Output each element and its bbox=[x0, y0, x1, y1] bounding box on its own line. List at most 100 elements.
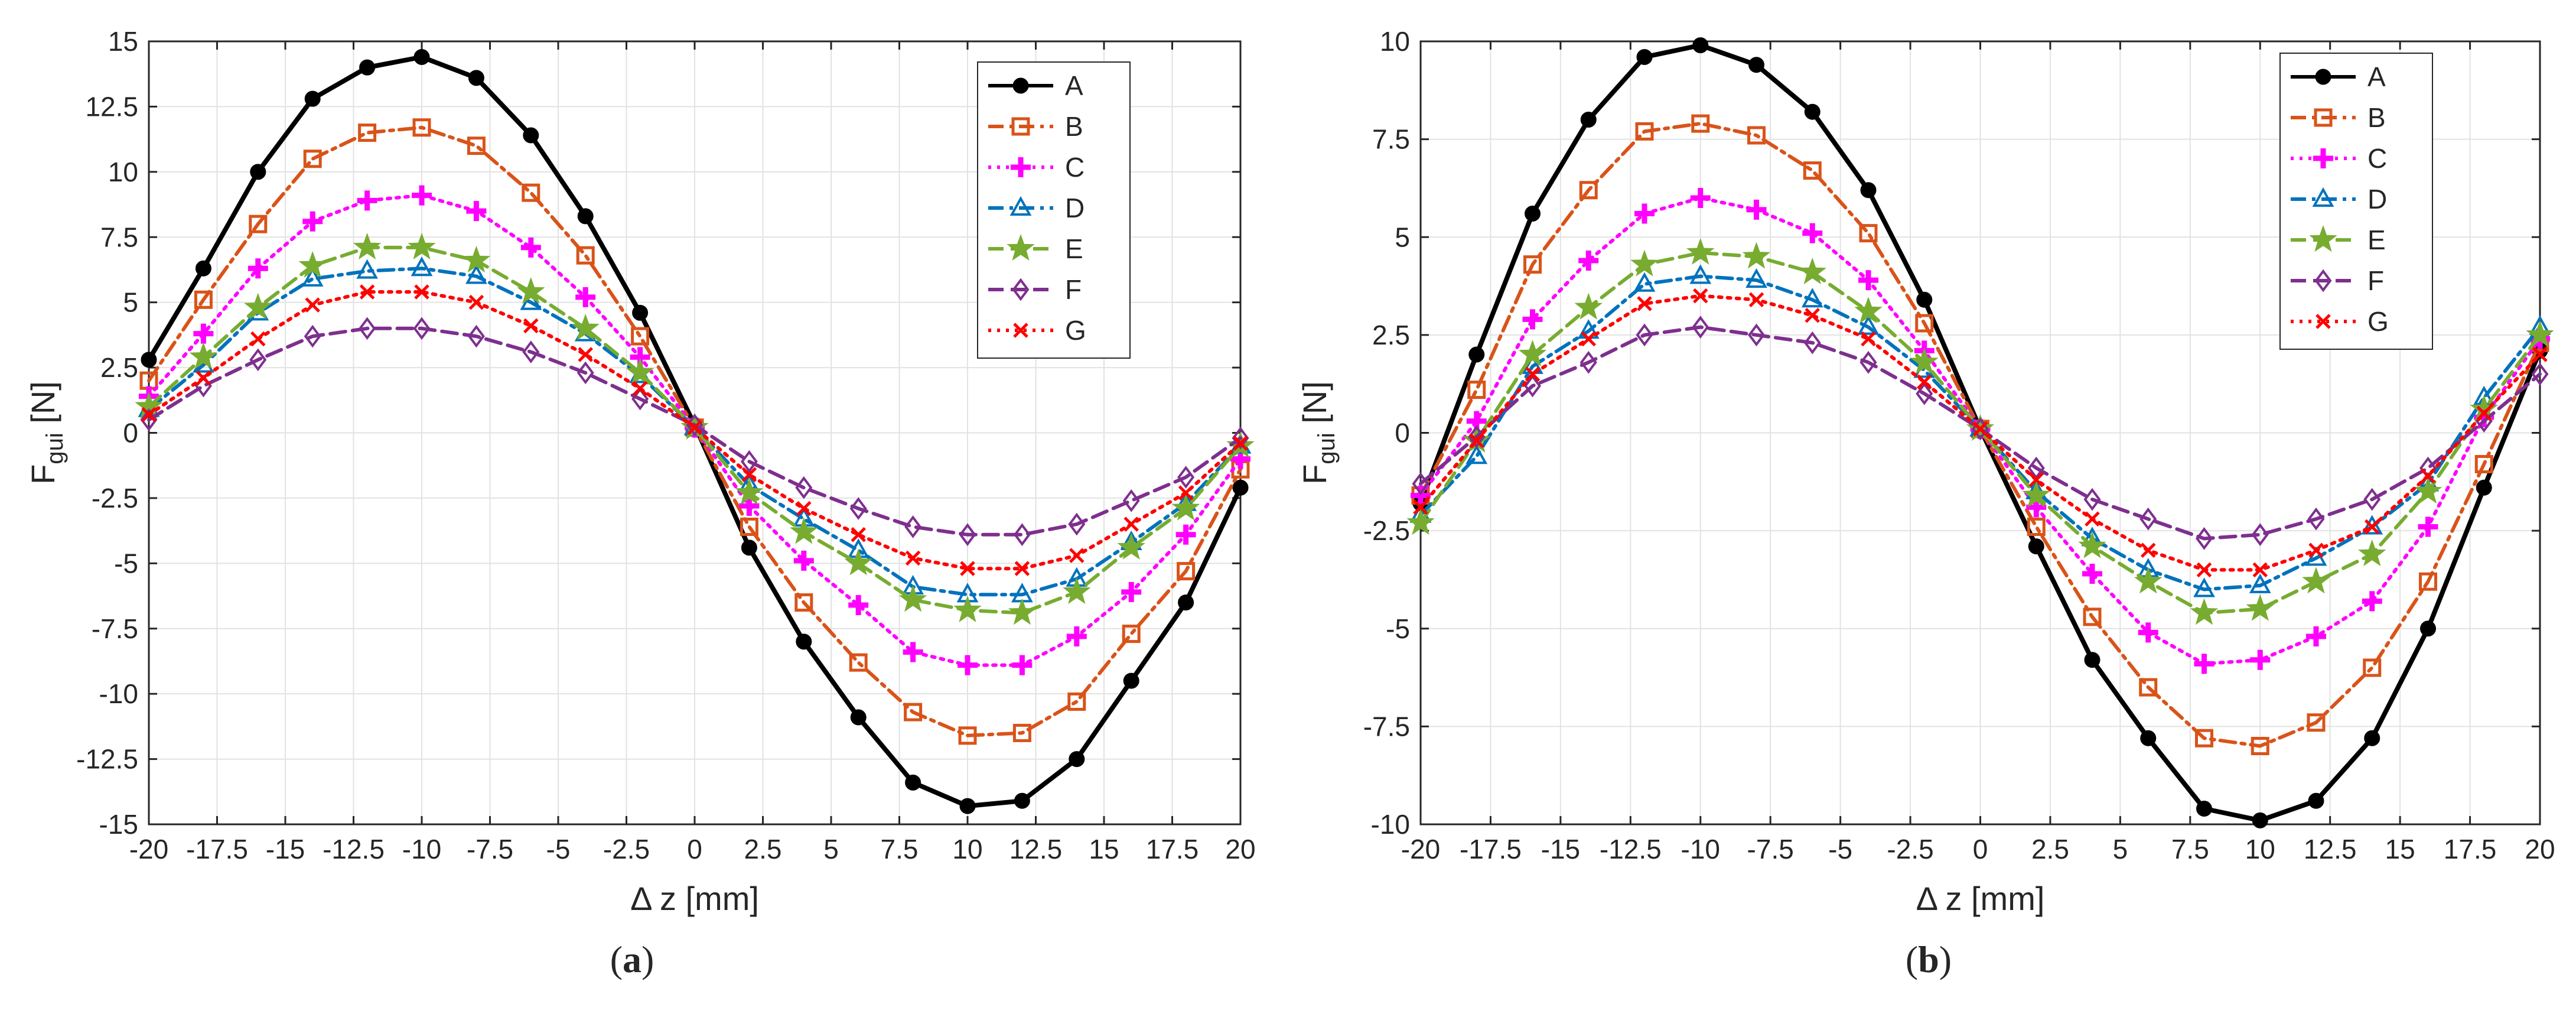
data-point-F bbox=[2531, 362, 2549, 386]
data-point-B bbox=[2307, 713, 2326, 732]
legend-marker-D bbox=[1009, 196, 1032, 216]
legend-label-B: B bbox=[2367, 102, 2386, 133]
data-point-E bbox=[2246, 594, 2275, 621]
data-point-F bbox=[1232, 426, 1249, 450]
data-point-F bbox=[1013, 523, 1031, 547]
data-point-G bbox=[2085, 511, 2100, 527]
data-point-D bbox=[1466, 444, 1488, 464]
data-point-C bbox=[2138, 622, 2158, 643]
data-point-G bbox=[1916, 374, 1932, 390]
data-point-D bbox=[356, 259, 378, 279]
data-point-B bbox=[1523, 255, 1542, 274]
data-point-G bbox=[1637, 296, 1652, 311]
data-point-D bbox=[465, 264, 487, 284]
data-point-E bbox=[953, 595, 982, 622]
data-point-F bbox=[795, 476, 813, 499]
data-point-E bbox=[353, 232, 382, 260]
data-point-G bbox=[1178, 485, 1194, 500]
data-point-E bbox=[2526, 320, 2554, 347]
x-tick-label: -10 bbox=[402, 834, 441, 864]
data-point-E bbox=[298, 251, 327, 278]
data-point-C bbox=[1634, 203, 1655, 224]
data-point-E bbox=[1630, 249, 1659, 277]
y-tick-label: -10 bbox=[1371, 809, 1410, 840]
data-point-A bbox=[2476, 479, 2492, 496]
x-tick-label: -12.5 bbox=[1600, 834, 1662, 864]
data-point-A bbox=[468, 70, 484, 86]
x-tick-label: 12.5 bbox=[2304, 834, 2357, 864]
data-point-B bbox=[1067, 692, 1086, 711]
data-point-A bbox=[250, 164, 266, 180]
data-point-G bbox=[414, 284, 429, 300]
y-tick-label: -12.5 bbox=[76, 744, 138, 775]
data-point-G bbox=[250, 331, 266, 347]
data-point-C bbox=[739, 496, 760, 516]
x-tick-label: -10 bbox=[1681, 834, 1720, 864]
data-point-B bbox=[631, 327, 650, 346]
data-point-C bbox=[793, 550, 814, 571]
data-point-B bbox=[1467, 381, 1486, 399]
data-point-C bbox=[2306, 626, 2326, 646]
data-point-F bbox=[1524, 374, 1541, 398]
y-tick-label: -10 bbox=[99, 678, 138, 709]
x-tick-label: 0 bbox=[1973, 834, 1988, 864]
data-point-E bbox=[2190, 598, 2219, 625]
data-point-F bbox=[249, 348, 267, 372]
data-point-B bbox=[194, 290, 213, 309]
x-axis-label: Δ z [mm] bbox=[1916, 880, 2045, 917]
data-point-C bbox=[1802, 223, 1823, 243]
data-point-B bbox=[1859, 224, 1878, 243]
data-point-F bbox=[359, 317, 376, 340]
legend-label-E: E bbox=[1065, 233, 1083, 264]
data-point-F bbox=[1636, 323, 1653, 347]
legend-label-B: B bbox=[1065, 111, 1083, 142]
data-point-C bbox=[1522, 309, 1543, 330]
data-point-B bbox=[2251, 737, 2269, 755]
legend-marker-F bbox=[1012, 278, 1030, 301]
legend-label-C: C bbox=[2367, 143, 2387, 174]
x-tick-label: -2.5 bbox=[1887, 834, 1933, 864]
data-point-G bbox=[2420, 468, 2436, 484]
data-point-E bbox=[2134, 567, 2163, 594]
y-tick-label: -2.5 bbox=[92, 483, 138, 514]
data-point-E bbox=[1798, 257, 1827, 285]
y-tick-label: -7.5 bbox=[1363, 711, 1410, 742]
data-point-G bbox=[2476, 405, 2492, 421]
data-point-G bbox=[1468, 433, 1484, 448]
panel-b: -20 -17.5 -15 -12.5 -10 -7.5 -5 -2.5 0 2.5 5 7.5 10 1… bbox=[1296, 26, 2555, 980]
data-point-C bbox=[466, 201, 487, 222]
y-tick-label: 5 bbox=[1395, 222, 1410, 252]
y-tick-label: 5 bbox=[123, 287, 138, 318]
data-point-C bbox=[1690, 188, 1711, 208]
y-axis-label: Fgui [N] bbox=[24, 381, 68, 485]
data-point-G bbox=[1581, 331, 1597, 347]
data-point-G bbox=[1861, 331, 1876, 347]
y-tick-label: 7.5 bbox=[100, 222, 138, 252]
data-point-F bbox=[2363, 488, 2381, 511]
data-point-E bbox=[2414, 476, 2443, 504]
data-point-G bbox=[632, 381, 648, 396]
data-point-E bbox=[244, 292, 272, 320]
data-point-E bbox=[735, 478, 764, 505]
data-point-F bbox=[1177, 466, 1195, 489]
y-tick-label: 0 bbox=[1395, 418, 1410, 448]
data-point-D bbox=[411, 256, 433, 277]
legend-label-G: G bbox=[1065, 315, 1086, 346]
data-point-E bbox=[1171, 493, 1200, 521]
data-point-F bbox=[2307, 507, 2325, 531]
x-tick-label: -15 bbox=[266, 834, 305, 864]
data-point-C bbox=[193, 323, 214, 344]
data-point-D bbox=[1857, 315, 1880, 335]
data-point-E bbox=[2357, 539, 2386, 567]
data-point-E bbox=[1574, 292, 1603, 320]
data-point-A bbox=[2140, 730, 2157, 746]
data-point-G bbox=[196, 370, 211, 386]
data-point-G bbox=[2140, 542, 2156, 558]
data-point-G bbox=[1972, 421, 1988, 437]
y-tick-label: 12.5 bbox=[85, 91, 138, 122]
data-point-G bbox=[1014, 561, 1030, 576]
data-point-E bbox=[1406, 508, 1435, 535]
data-point-C bbox=[2250, 649, 2271, 670]
x-tick-label: 17.5 bbox=[2444, 834, 2497, 864]
